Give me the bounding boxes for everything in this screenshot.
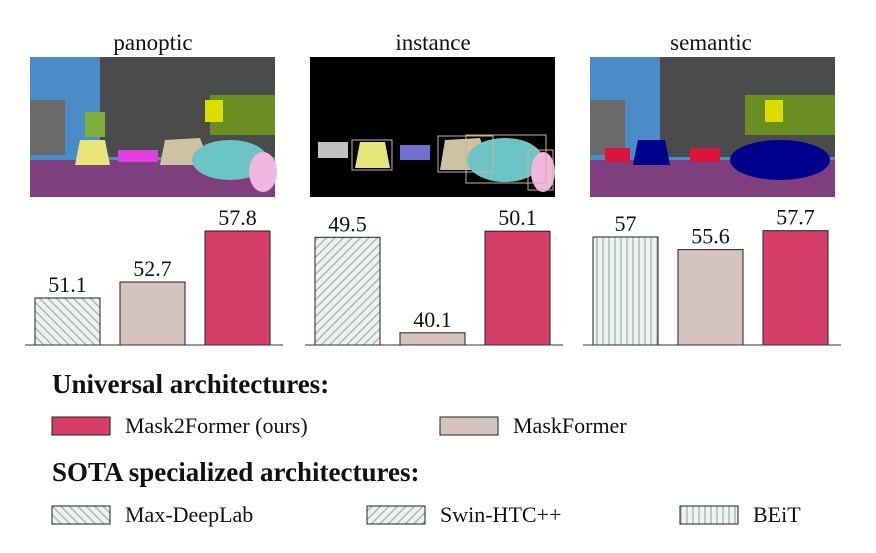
legend-swatch [679,505,739,525]
bar [677,249,744,346]
value-label: 51.1 [48,272,87,297]
legend-label: Swin-HTC++ [440,502,561,527]
chart-title: instance [395,30,470,55]
value-label: 57 [615,211,637,236]
legend: Universal architectures: Mask2Former (our… [51,369,801,527]
value-label: 40.1 [413,307,452,332]
bar [34,297,101,346]
legend-label: BEiT [753,502,801,527]
chart-title: panoptic [113,30,192,55]
value-label: 49.5 [328,211,367,236]
legend-label: MaskFormer [513,413,627,438]
bar [592,236,659,346]
instance-image [310,57,555,197]
bar [204,230,271,346]
legend-label: Max-DeepLab [125,502,253,527]
value-label: 52.7 [133,256,172,281]
value-label: 57.7 [776,205,815,230]
legend-heading: Universal architectures: [52,369,329,399]
legend-heading: SOTA specialized architectures: [52,457,419,487]
semantic-image [590,57,835,197]
value-label: 57.8 [218,205,257,230]
value-label: 50.1 [498,205,537,230]
bar [119,281,186,346]
bar [484,230,551,346]
legend-swatch [51,416,111,436]
legend-swatch [439,416,499,436]
chart-title: semantic [670,30,752,55]
legend-swatch [366,505,426,525]
panoptic-image [30,57,277,197]
legend-swatch [51,505,111,525]
charts: panoptic 51.1 52.7 57.8 instance 49.5 40.1 50.1… [25,30,841,346]
legend-label: Mask2Former (ours) [125,413,308,438]
bar [762,230,829,346]
bar [399,332,466,346]
bar [314,236,381,346]
value-label: 55.6 [691,224,730,249]
